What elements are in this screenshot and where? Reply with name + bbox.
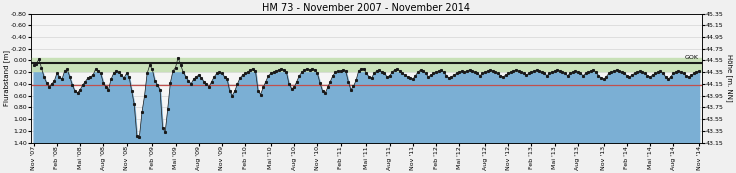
Text: GOK: GOK — [685, 55, 699, 60]
Y-axis label: Höhe [m. NN]: Höhe [m. NN] — [726, 54, 733, 102]
Title: HM 73 - November 2007 - November 2014: HM 73 - November 2007 - November 2014 — [262, 3, 470, 13]
Y-axis label: Flurabstand [m]: Flurabstand [m] — [3, 50, 10, 106]
Bar — [31, 58, 701, 71]
